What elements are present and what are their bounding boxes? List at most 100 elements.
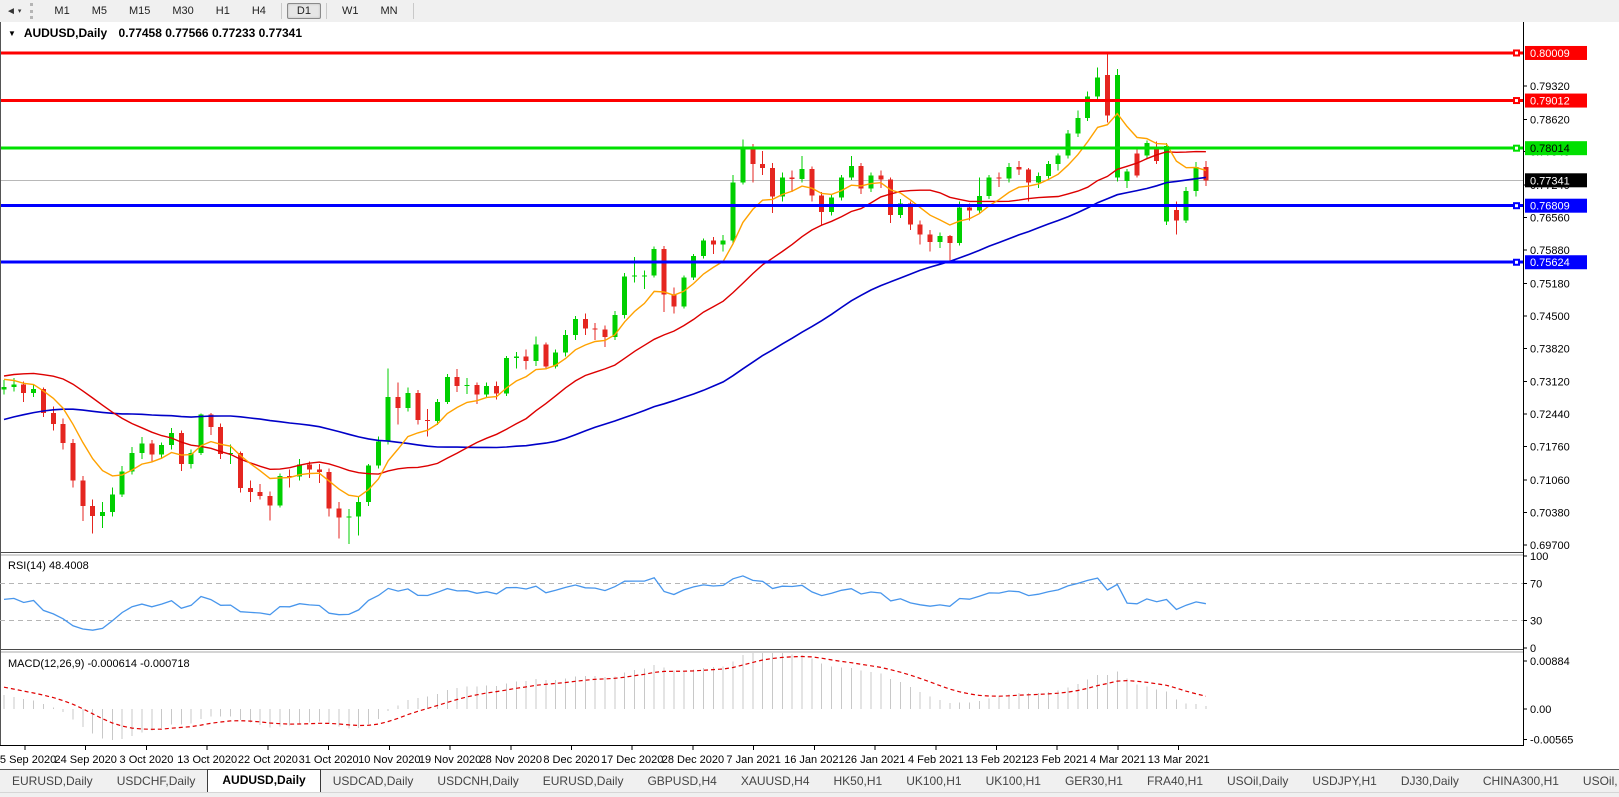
toolbar-grip[interactable]	[30, 3, 38, 19]
symbol-period-label: AUDUSD,Daily	[23, 26, 108, 40]
svg-text:0.71760: 0.71760	[1530, 442, 1570, 454]
chart-tab-eurusd-daily[interactable]: EURUSD,Daily	[12, 774, 93, 788]
svg-text:4 Mar 2021: 4 Mar 2021	[1090, 754, 1146, 766]
svg-text:0.73820: 0.73820	[1530, 343, 1570, 355]
svg-text:10 Nov 2020: 10 Nov 2020	[358, 754, 420, 766]
chart-tab-uk100-h1[interactable]: UK100,H1	[906, 774, 962, 788]
svg-text:0.71060: 0.71060	[1530, 475, 1570, 487]
timeframe-button-m5[interactable]: M5	[91, 5, 107, 17]
svg-text:0.73120: 0.73120	[1530, 377, 1570, 389]
svg-text:0.72440: 0.72440	[1530, 409, 1570, 421]
timeframe-button-m30[interactable]: M30	[172, 5, 194, 17]
chart-tab-usdjpy-h1[interactable]: USDJPY,H1	[1312, 774, 1377, 788]
svg-text:0.00: 0.00	[1530, 704, 1551, 716]
timeframe-button-m1[interactable]: M1	[54, 5, 70, 17]
svg-text:0.80009: 0.80009	[1530, 48, 1570, 60]
rsi-pane: 100 70 30 0	[0, 551, 1548, 655]
svg-text:0.79012: 0.79012	[1530, 96, 1570, 108]
timeframe-toolbar: ◄ ▾ M1 M5 M15 M30 H1 H4 D1 W1 MN	[0, 0, 1619, 23]
svg-text:15 Sep 2020: 15 Sep 2020	[0, 754, 56, 766]
toolbar-separator	[280, 3, 282, 19]
svg-text:0.77341: 0.77341	[1530, 175, 1570, 187]
chart-tab-hk50-h1[interactable]: HK50,H1	[833, 774, 883, 788]
macd-indicator-label: MACD(12,26,9) -0.000614 -0.000718	[8, 658, 190, 670]
svg-text:28 Dec 2020: 28 Dec 2020	[662, 754, 724, 766]
macd-pane: 0.00884 0.00 -0.00565	[3, 653, 1573, 747]
svg-text:31 Oct 2020: 31 Oct 2020	[299, 754, 359, 766]
timeframe-button-h1[interactable]: H1	[215, 5, 230, 17]
svg-text:8 Dec 2020: 8 Dec 2020	[543, 754, 599, 766]
chart-tab-usoil-daily[interactable]: USOil,Daily	[1227, 774, 1289, 788]
horizontal-levels[interactable]	[0, 49, 1523, 266]
svg-text:0.76560: 0.76560	[1530, 213, 1570, 225]
chart-tab-gbpusd-h4[interactable]: GBPUSD,H4	[647, 774, 717, 788]
svg-text:0.78014: 0.78014	[1530, 143, 1570, 155]
cursor-tool-icon: ◄	[6, 5, 16, 17]
svg-text:23 Feb 2021: 23 Feb 2021	[1026, 754, 1088, 766]
rsi-line	[3, 575, 1207, 631]
cursor-tool-button[interactable]: ◄ ▾	[0, 1, 27, 21]
chart-tab-xauusd-h4[interactable]: XAUUSD,H4	[740, 774, 810, 788]
svg-text:4 Feb 2021: 4 Feb 2021	[908, 754, 964, 766]
chart-tab-audusd-daily[interactable]: AUDUSD,Daily	[207, 769, 321, 792]
svg-text:30: 30	[1530, 615, 1542, 627]
svg-text:17 Dec 2020: 17 Dec 2020	[601, 754, 663, 766]
dropdown-caret-icon: ▾	[17, 8, 22, 15]
svg-text:0.78620: 0.78620	[1530, 114, 1570, 126]
timeframe-buttons: M1 M5 M15 M30 H1 H4 D1 W1 MN	[43, 3, 417, 19]
svg-text:0.75880: 0.75880	[1530, 245, 1570, 257]
timeframe-button-h4[interactable]: H4	[251, 5, 266, 17]
svg-text:24 Sep 2020: 24 Sep 2020	[55, 754, 117, 766]
svg-text:26 Jan 2021: 26 Jan 2021	[845, 754, 906, 766]
svg-text:-0.00565: -0.00565	[1530, 735, 1573, 747]
chart-tab-ger30-h1[interactable]: GER30,H1	[1064, 774, 1123, 788]
price-axis[interactable]: 0.793200.786200.779400.772400.765600.758…	[1523, 45, 1587, 552]
chart-tab-eurusd-daily[interactable]: EURUSD,Daily	[542, 774, 624, 788]
chart-tab-usdcnh-daily[interactable]: USDCNH,Daily	[437, 774, 519, 788]
ma-fast-line	[3, 112, 1207, 498]
svg-text:16 Jan 2021: 16 Jan 2021	[784, 754, 845, 766]
toolbar-separator	[412, 3, 414, 19]
svg-text:0.69700: 0.69700	[1530, 540, 1570, 552]
svg-text:3 Oct 2020: 3 Oct 2020	[120, 754, 174, 766]
chart-tab-fra40-h1[interactable]: FRA40,H1	[1146, 774, 1204, 788]
chart-title: ▼ AUDUSD,Daily 0.77458 0.77566 0.77233 0…	[8, 26, 302, 40]
chart-tab-dj30-daily[interactable]: DJ30,Daily	[1400, 774, 1459, 788]
macd-histogram	[3, 653, 1207, 740]
svg-text:100: 100	[1530, 551, 1548, 563]
svg-text:13 Mar 2021: 13 Mar 2021	[1148, 754, 1210, 766]
rsi-indicator-label: RSI(14) 48.4008	[8, 560, 89, 572]
svg-text:22 Oct 2020: 22 Oct 2020	[238, 754, 298, 766]
svg-text:0: 0	[1530, 643, 1536, 655]
svg-text:28 Nov 2020: 28 Nov 2020	[480, 754, 542, 766]
ohlc-values: 0.77458 0.77566 0.77233 0.77341	[118, 26, 303, 40]
timeframe-button-mn[interactable]: MN	[380, 5, 398, 17]
chart-tab-usdchf-daily[interactable]: USDCHF,Daily	[116, 774, 196, 788]
timeframe-button-w1[interactable]: W1	[341, 5, 359, 17]
ma-slow-line	[3, 176, 1207, 449]
chart-tab-bar: EURUSD,Daily USDCHF,Daily AUDUSD,Daily USDC…	[0, 769, 1619, 792]
toolbar-separator	[325, 3, 327, 19]
chart-tab-uk100-h1[interactable]: UK100,H1	[985, 774, 1041, 788]
chart-tab-usoil-[interactable]: USOil,	[1582, 774, 1618, 788]
svg-text:0.00884: 0.00884	[1530, 656, 1570, 668]
svg-text:13 Oct 2020: 13 Oct 2020	[177, 754, 237, 766]
ma-mid-line	[3, 150, 1206, 475]
status-bar	[0, 792, 1619, 797]
timeframe-button-d1[interactable]: D1	[286, 3, 321, 19]
timeframe-button-m15[interactable]: M15	[128, 5, 151, 17]
svg-text:70: 70	[1530, 579, 1542, 591]
chart-tab-usdcad-daily[interactable]: USDCAD,Daily	[332, 774, 414, 788]
svg-text:0.79320: 0.79320	[1530, 81, 1570, 93]
svg-text:0.75180: 0.75180	[1530, 278, 1570, 290]
svg-text:19 Nov 2020: 19 Nov 2020	[419, 754, 481, 766]
svg-text:13 Feb 2021: 13 Feb 2021	[966, 754, 1028, 766]
svg-text:7 Jan 2021: 7 Jan 2021	[726, 754, 780, 766]
svg-text:0.70380: 0.70380	[1530, 508, 1570, 520]
collapse-triangle-icon[interactable]: ▼	[8, 29, 16, 38]
chart-tab-china300-h1[interactable]: CHINA300,H1	[1482, 774, 1559, 788]
svg-text:0.75624: 0.75624	[1530, 257, 1570, 269]
svg-text:0.74500: 0.74500	[1530, 311, 1570, 323]
